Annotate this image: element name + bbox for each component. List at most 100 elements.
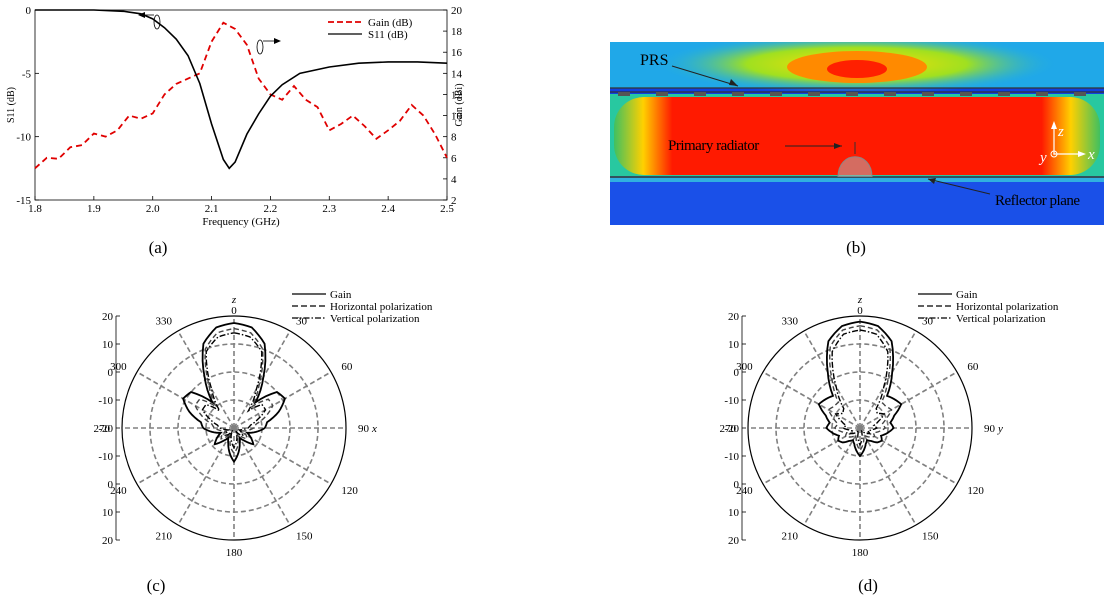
polar-spoke xyxy=(233,427,291,526)
x-tick-label: 2.5 xyxy=(440,203,454,215)
polar-angle-label: 60 xyxy=(967,361,979,373)
y-tick-label: -10 xyxy=(16,132,31,144)
y-axis-label: S11 (dB) xyxy=(6,87,17,123)
polar-spoke xyxy=(177,330,235,429)
annotation-arrowhead-s11 xyxy=(138,12,145,18)
caption-d: (d) xyxy=(858,576,878,595)
polar-radial-label: 20 xyxy=(728,535,740,547)
x-tick-label: 2.2 xyxy=(264,203,278,215)
polar-angle-label: 330 xyxy=(156,316,173,328)
x-axis-label: Frequency (GHz) xyxy=(202,216,280,228)
polar-radial-label: 0 xyxy=(108,367,114,379)
polar-spoke xyxy=(177,427,235,526)
x-tick-label: 1.9 xyxy=(87,203,101,215)
y-right-tick-label: 16 xyxy=(451,47,463,59)
panel-b: PRS Primary radiator Reflector plane z y… xyxy=(610,34,1115,225)
polar-angle-label: 270 xyxy=(720,423,737,435)
polar-spoke xyxy=(859,330,917,429)
x-tick-label: 2.1 xyxy=(205,203,219,215)
polar-radial-label: 20 xyxy=(102,311,114,323)
arrow-reflector xyxy=(927,178,991,195)
y-right-tick-label: 18 xyxy=(451,26,463,38)
polar-angle-label: 300 xyxy=(110,361,127,373)
prs-cell xyxy=(656,92,668,96)
panel-c: 0 30 60 90 120 150 180 210 240 270 300 330 z x 20 10 0 -1… xyxy=(60,280,480,570)
field-lower-blue xyxy=(610,182,1104,225)
prs-cell xyxy=(922,92,934,96)
arrowhead-reflector xyxy=(928,178,936,184)
polar-radial-label: -10 xyxy=(98,395,113,407)
arrow-prs xyxy=(671,65,739,87)
chart-a-svg: 1.8 1.9 2.0 2.1 2.2 2.3 2.4 2.5 -15 -10 -5 0 2 4 6 8 10 1… xyxy=(6,5,465,228)
annotation-arrowhead-gain xyxy=(274,38,281,44)
prs-cell xyxy=(998,92,1010,96)
prs-cell xyxy=(694,92,706,96)
prs-cell xyxy=(1074,92,1086,96)
polar-spoke xyxy=(233,330,291,429)
polar-radial-label: 20 xyxy=(728,311,740,323)
polar-angle-label: 150 xyxy=(922,530,939,542)
polar-top-axis-label: z xyxy=(857,294,863,306)
polar-angle-label: 210 xyxy=(782,530,799,542)
polar-angle-label: 30 xyxy=(922,316,934,328)
polar-angle-label: 270 xyxy=(94,423,111,435)
polar-angle-label: 120 xyxy=(341,485,358,497)
polar-angle-label: 30 xyxy=(296,316,308,328)
y-right-tick-label: 10 xyxy=(451,111,463,123)
arrowhead-primary xyxy=(834,143,842,149)
polar-angle-label: 90 xyxy=(984,423,996,435)
polar-radial-label: 0 xyxy=(108,479,114,491)
polar-right-axis-label: x xyxy=(371,423,377,435)
label-reflector-plane: Reflector plane xyxy=(995,193,1080,209)
polar-spoke xyxy=(233,427,332,485)
prs-cell xyxy=(618,92,630,96)
prs-cell xyxy=(770,92,782,96)
field-cavity-red xyxy=(614,97,1100,175)
polar-spoke xyxy=(233,371,332,429)
label-prs: PRS xyxy=(640,52,668,69)
polar-radial-label: 0 xyxy=(734,367,740,379)
panel-a: 1.8 1.9 2.0 2.1 2.2 2.3 2.4 2.5 -15 -10 -5 0 2 4 6 8 10 1… xyxy=(0,0,470,230)
field-upper-core-hot xyxy=(827,60,887,78)
y-right-tick-label: 20 xyxy=(451,5,463,17)
legend-label: S11 (dB) xyxy=(368,29,408,41)
polar-angle-label: 0 xyxy=(231,305,237,317)
y-right-tick-label: 4 xyxy=(451,174,457,186)
prs-cell xyxy=(732,92,744,96)
polar-legend-label: Vertical polarization xyxy=(330,313,420,325)
polar-spoke xyxy=(762,371,861,429)
polar-spoke xyxy=(136,371,235,429)
polar-angle-label: 240 xyxy=(736,485,753,497)
polar-spoke xyxy=(859,427,917,526)
polar-radial-label: -10 xyxy=(724,395,739,407)
prs-cell xyxy=(960,92,972,96)
polar-series-solid xyxy=(182,322,286,464)
annotation-ellipse-s11 xyxy=(153,14,161,30)
y-right-tick-label: 12 xyxy=(451,89,462,101)
polar-outer-circle xyxy=(121,315,347,541)
x-tick-label: 1.8 xyxy=(28,203,42,215)
polar-series-dash-dot xyxy=(831,329,889,447)
polar-angle-label: 240 xyxy=(110,485,127,497)
polar-series-dashed xyxy=(827,325,893,452)
polar-radial-label: 10 xyxy=(102,339,114,351)
label-primary-radiator: Primary radiator xyxy=(668,138,759,154)
polar-c-svg: 0 30 60 90 120 150 180 210 240 270 300 330 z x 20 10 0 -1… xyxy=(94,289,433,559)
polar-radial-label: -10 xyxy=(724,451,739,463)
legend-label: Gain (dB) xyxy=(368,17,413,29)
annotation-ellipse-gain xyxy=(256,39,264,55)
polar-radial-label: -10 xyxy=(98,451,113,463)
arrowhead-prs xyxy=(729,79,738,86)
polar-radial-label: 10 xyxy=(728,507,740,519)
polar-radial-label: 20 xyxy=(102,535,114,547)
field-map-svg: PRS Primary radiator Reflector plane z y… xyxy=(610,34,1115,225)
plot-frame xyxy=(34,9,448,201)
series-line-gain xyxy=(34,21,448,170)
polar-d-svg: 0 30 60 90 120 150 180 210 240 270 300 330 z y 20 10 0 -1… xyxy=(720,289,1059,559)
polar-legend-label: Vertical polarization xyxy=(956,313,1046,325)
polar-series-dash-dot xyxy=(201,332,267,450)
axis-label-x: x xyxy=(1087,147,1095,163)
polar-outer-circle xyxy=(747,315,973,541)
panel-d: 0 30 60 90 120 150 180 210 240 270 300 330 z y 20 10 0 -1… xyxy=(686,280,1106,570)
caption-b: (b) xyxy=(846,238,866,257)
